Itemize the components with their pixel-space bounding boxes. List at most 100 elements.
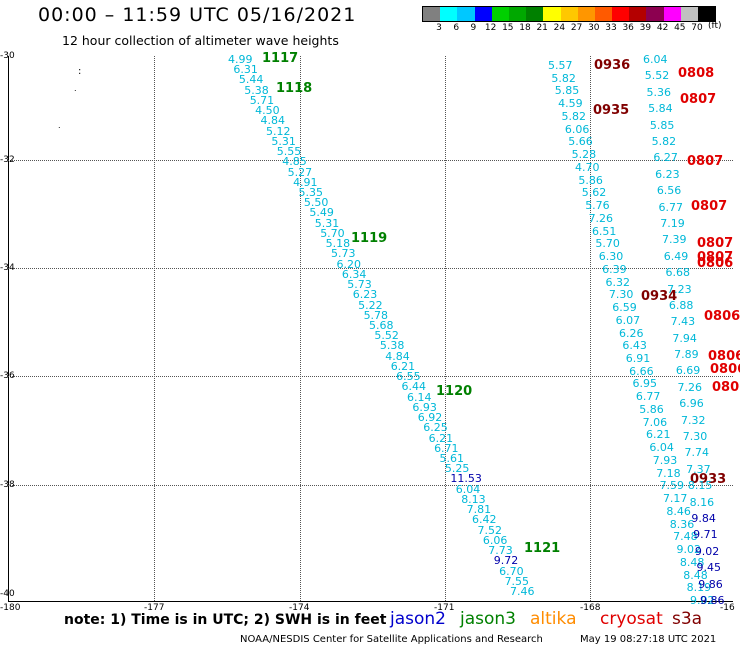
legend-tick-label: 36 bbox=[622, 23, 634, 33]
legend-swatch bbox=[698, 7, 716, 21]
island-marker: . bbox=[74, 84, 77, 93]
footer-timestamp: May 19 08:27:18 UTC 2021 bbox=[580, 634, 717, 645]
wave-height-point: 6.93 bbox=[412, 400, 437, 414]
legend-tick-label: 30 bbox=[588, 23, 600, 33]
legend-tick-label: 18 bbox=[519, 23, 531, 33]
wave-height-point: 6.39 bbox=[602, 262, 627, 276]
wave-height-point: 6.96 bbox=[679, 397, 704, 411]
wave-height-point: 6.34 bbox=[341, 267, 367, 281]
wave-height-point: 5.61 bbox=[439, 452, 465, 465]
wave-height-point: 5.52 bbox=[644, 69, 670, 83]
y-tick-label: -32 bbox=[0, 155, 15, 165]
wave-height-point: 7.06 bbox=[642, 415, 668, 429]
wave-height-point: 8.15 bbox=[687, 479, 713, 493]
wave-height-point: 6.30 bbox=[598, 250, 624, 264]
gridline-lat-36 bbox=[8, 376, 733, 377]
x-tick-label: -177 bbox=[144, 603, 165, 613]
y-tick-label: -34 bbox=[0, 263, 15, 273]
wave-height-point: 5.62 bbox=[581, 186, 607, 200]
gridline-lat-34 bbox=[8, 268, 733, 269]
wave-height-point: 6.56 bbox=[656, 184, 682, 198]
wave-height-point: 8.19 bbox=[686, 581, 712, 595]
legend-swatch bbox=[629, 7, 647, 21]
wave-height-point: 7.81 bbox=[466, 503, 492, 517]
wave-height-point: 7.26 bbox=[677, 380, 703, 394]
wave-height-point: 7.52 bbox=[477, 523, 502, 537]
map-subtitle: 12 hour collection of altimeter wave hei… bbox=[62, 33, 339, 48]
wave-height-point: 6.21 bbox=[428, 431, 454, 445]
wave-height-point: 6.51 bbox=[591, 224, 617, 238]
legend-swatch bbox=[508, 7, 527, 21]
legend-swatch bbox=[680, 7, 698, 21]
wave-height-point: 6.21 bbox=[390, 359, 416, 373]
wave-height-point: 9.72 bbox=[493, 554, 519, 568]
legend-tick-label: 39 bbox=[639, 23, 652, 33]
wave-height-point: 6.77 bbox=[635, 390, 661, 404]
wave-height-point: 4.85 bbox=[282, 155, 307, 169]
wave-height-point: 9.02 bbox=[690, 594, 715, 607]
wave-height-point: 7.89 bbox=[674, 348, 699, 362]
wave-height-point: 5.25 bbox=[444, 462, 470, 476]
wave-height-point: 6.77 bbox=[658, 200, 684, 214]
legend-swatch bbox=[526, 7, 544, 21]
wave-height-point: 6.42 bbox=[472, 513, 497, 527]
pass-time-label: 0806 bbox=[708, 349, 740, 364]
pass-time-label: 0806 bbox=[710, 362, 740, 377]
island-marker: : bbox=[78, 66, 82, 77]
legend-swatch bbox=[663, 7, 681, 21]
wave-height-point: 5.55 bbox=[276, 145, 302, 159]
satellite-label-jason2: jason2 bbox=[390, 609, 446, 629]
wave-height-point: 5.52 bbox=[374, 329, 399, 343]
wave-height-point: 7.74 bbox=[684, 446, 709, 460]
gridline-lon-174 bbox=[300, 56, 301, 601]
pass-time-label: 0806 bbox=[697, 256, 734, 271]
satellite-label-altika: altika bbox=[530, 609, 577, 629]
pass-time-label: 0936 bbox=[594, 58, 631, 73]
satellite-label-jason3: jason3 bbox=[460, 609, 516, 629]
y-tick-label: -36 bbox=[0, 371, 15, 381]
wave-height-point: 6.26 bbox=[619, 326, 644, 340]
pass-time-label: 0807 bbox=[697, 250, 734, 265]
wave-height-point: 6.23 bbox=[655, 167, 680, 181]
wave-height-point: 5.31 bbox=[271, 134, 296, 148]
wave-height-point: 5.73 bbox=[347, 278, 372, 292]
wave-height-point: 7.48 bbox=[673, 530, 698, 544]
wave-height-point: 6.04 bbox=[455, 482, 481, 496]
wave-height-point: 9.45 bbox=[696, 561, 722, 575]
wave-height-point: 7.59 bbox=[659, 479, 685, 493]
legend-swatch bbox=[491, 7, 509, 21]
legend-swatch bbox=[646, 7, 664, 21]
wave-height-point: 6.92 bbox=[417, 411, 443, 425]
wave-height-point: 9.02 bbox=[676, 543, 701, 557]
wave-height-point: 7.19 bbox=[660, 216, 685, 230]
wave-height-point: 4.84 bbox=[385, 349, 410, 363]
wave-height-point: 6.07 bbox=[615, 313, 641, 327]
wave-height-point: 5.38 bbox=[244, 83, 269, 97]
legend-swatch bbox=[612, 7, 630, 21]
wave-height-point: 6.70 bbox=[499, 564, 524, 578]
wave-height-point: 5.78 bbox=[363, 308, 389, 322]
wave-height-point: 6.68 bbox=[665, 266, 690, 280]
wave-height-point: 6.44 bbox=[401, 380, 427, 394]
wave-height-point: 7.93 bbox=[652, 453, 678, 467]
pass-time-label: 0807 bbox=[691, 199, 728, 214]
wave-height-point: 5.18 bbox=[325, 237, 351, 251]
legend-unit: (ft) bbox=[708, 21, 722, 31]
wave-height-point: 5.70 bbox=[595, 237, 620, 251]
wave-height-point: 7.37 bbox=[686, 462, 711, 476]
legend-swatch bbox=[594, 7, 613, 21]
wave-height-point: 4.91 bbox=[293, 175, 318, 189]
map-frame-bottom bbox=[8, 601, 733, 602]
wave-height-point: 6.21 bbox=[646, 428, 671, 442]
wave-height-point: 7.32 bbox=[681, 413, 706, 427]
wave-height-point: 8.48 bbox=[679, 555, 705, 569]
wave-height-point: 5.86 bbox=[578, 173, 603, 187]
wave-height-point: 8.48 bbox=[683, 568, 708, 582]
wave-height-point: 4.70 bbox=[575, 160, 600, 174]
wave-height-point: 5.73 bbox=[331, 247, 356, 261]
x-tick-label: -168 bbox=[580, 603, 601, 613]
wave-height-point: 5.76 bbox=[585, 199, 610, 213]
color-scale-legend bbox=[422, 6, 717, 22]
pass-time-label: 0808 bbox=[678, 66, 715, 81]
satellite-label-cryosat: cryosat bbox=[600, 609, 663, 629]
